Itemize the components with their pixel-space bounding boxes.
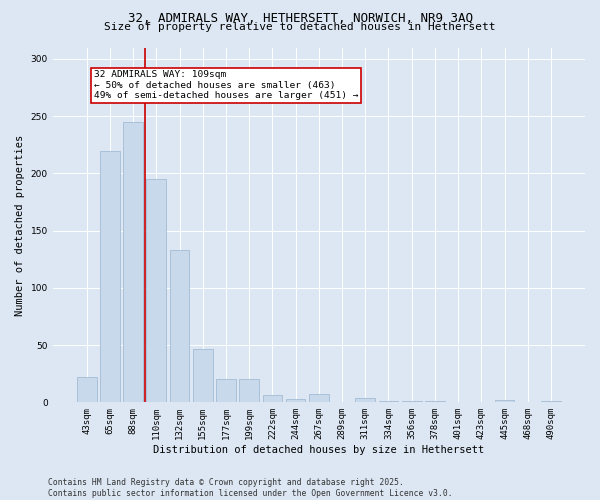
Bar xyxy=(193,348,212,403)
Bar xyxy=(494,400,514,402)
Bar xyxy=(402,401,422,402)
Text: 32 ADMIRALS WAY: 109sqm
← 50% of detached houses are smaller (463)
49% of semi-d: 32 ADMIRALS WAY: 109sqm ← 50% of detache… xyxy=(94,70,358,100)
Bar xyxy=(425,401,445,402)
Text: 32, ADMIRALS WAY, HETHERSETT, NORWICH, NR9 3AQ: 32, ADMIRALS WAY, HETHERSETT, NORWICH, N… xyxy=(128,12,473,26)
Bar xyxy=(286,399,305,402)
Bar xyxy=(239,380,259,402)
Bar xyxy=(355,398,375,402)
Bar xyxy=(309,394,329,402)
Text: Size of property relative to detached houses in Hethersett: Size of property relative to detached ho… xyxy=(104,22,496,32)
Y-axis label: Number of detached properties: Number of detached properties xyxy=(15,134,25,316)
Bar xyxy=(100,150,120,402)
Bar xyxy=(216,380,236,402)
Bar xyxy=(263,396,282,402)
X-axis label: Distribution of detached houses by size in Hethersett: Distribution of detached houses by size … xyxy=(153,445,484,455)
Bar xyxy=(77,377,97,402)
Text: Contains HM Land Registry data © Crown copyright and database right 2025.
Contai: Contains HM Land Registry data © Crown c… xyxy=(48,478,452,498)
Bar xyxy=(541,401,561,402)
Bar xyxy=(146,179,166,402)
Bar xyxy=(379,401,398,402)
Bar xyxy=(123,122,143,402)
Bar xyxy=(170,250,190,402)
